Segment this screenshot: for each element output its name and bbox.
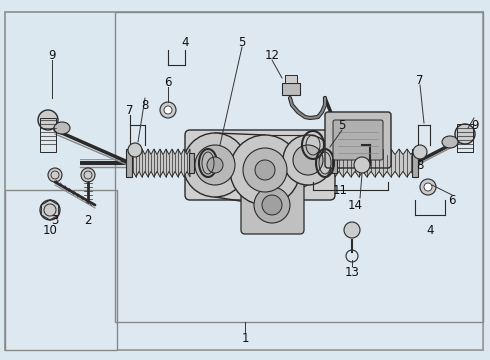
Text: 5: 5 <box>338 118 345 131</box>
Circle shape <box>81 168 95 182</box>
Bar <box>282 83 300 95</box>
Text: 14: 14 <box>347 198 363 212</box>
Circle shape <box>354 157 370 173</box>
Text: 6: 6 <box>164 76 172 89</box>
FancyBboxPatch shape <box>5 12 483 350</box>
Bar <box>126 149 132 177</box>
Text: 1: 1 <box>241 332 249 345</box>
Circle shape <box>255 160 275 180</box>
Text: 11: 11 <box>333 184 347 197</box>
Text: 9: 9 <box>48 49 56 62</box>
Text: 13: 13 <box>344 266 360 279</box>
Bar <box>457 124 473 152</box>
Circle shape <box>230 135 300 205</box>
Circle shape <box>160 102 176 118</box>
Circle shape <box>38 110 58 130</box>
FancyBboxPatch shape <box>325 112 391 168</box>
Polygon shape <box>335 149 415 177</box>
Circle shape <box>262 195 282 215</box>
Text: 2: 2 <box>84 213 92 226</box>
Text: 8: 8 <box>141 99 148 112</box>
Circle shape <box>207 157 223 173</box>
Circle shape <box>293 145 323 175</box>
Circle shape <box>243 148 287 192</box>
Ellipse shape <box>442 136 458 148</box>
Text: 6: 6 <box>448 194 456 207</box>
Ellipse shape <box>54 122 70 134</box>
Bar <box>189 153 194 173</box>
Text: 7: 7 <box>126 104 134 117</box>
Circle shape <box>254 187 290 223</box>
FancyBboxPatch shape <box>333 120 383 160</box>
Text: 5: 5 <box>238 36 245 49</box>
FancyBboxPatch shape <box>185 130 335 200</box>
Text: 4: 4 <box>426 224 434 237</box>
Circle shape <box>455 124 475 144</box>
Circle shape <box>40 200 60 220</box>
FancyBboxPatch shape <box>5 190 117 350</box>
FancyBboxPatch shape <box>115 12 483 350</box>
Circle shape <box>128 143 142 157</box>
Circle shape <box>195 145 235 185</box>
FancyBboxPatch shape <box>241 176 304 234</box>
Text: 12: 12 <box>265 49 279 62</box>
Text: 10: 10 <box>43 224 57 237</box>
Circle shape <box>424 183 432 191</box>
Circle shape <box>183 133 247 197</box>
Text: 4: 4 <box>181 36 189 49</box>
Circle shape <box>413 145 427 159</box>
Circle shape <box>344 222 360 238</box>
Bar <box>40 118 56 152</box>
Circle shape <box>420 179 436 195</box>
Circle shape <box>164 106 172 114</box>
Text: 8: 8 <box>416 158 424 171</box>
Text: 9: 9 <box>471 118 479 131</box>
Bar <box>285 75 297 83</box>
Text: 3: 3 <box>51 213 59 226</box>
Text: 7: 7 <box>416 73 424 86</box>
Bar <box>412 149 418 177</box>
Bar <box>332 153 337 173</box>
Polygon shape <box>130 149 190 177</box>
Circle shape <box>48 168 62 182</box>
Circle shape <box>283 135 333 185</box>
